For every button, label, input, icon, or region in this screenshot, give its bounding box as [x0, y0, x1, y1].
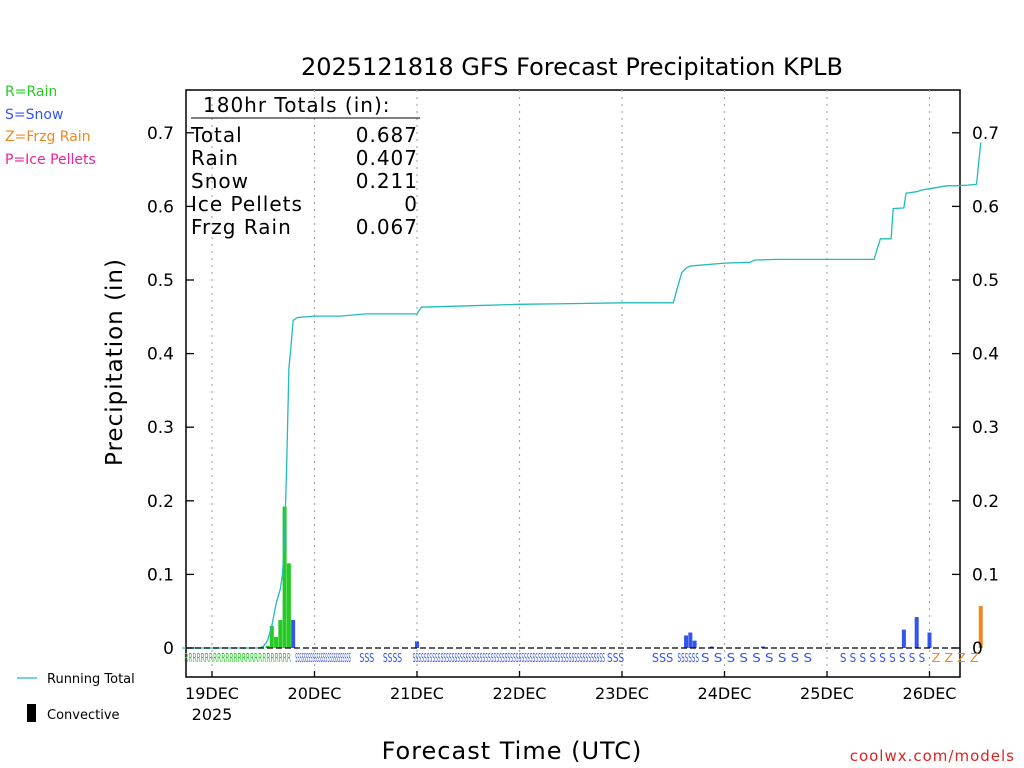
legend-convective: Convective — [47, 708, 120, 723]
x-tick-label-25dec: 25DEC — [800, 684, 854, 703]
precip-type-strip-snow: S S S S S S S S S — [840, 651, 925, 665]
y-tick-label-right: 0.5 — [972, 271, 999, 291]
precip-bar-rain — [278, 620, 283, 648]
running-total-line — [182, 142, 982, 649]
y-tick-label-right: 0.3 — [972, 418, 999, 438]
precip-bar-snow — [688, 632, 693, 648]
precip-bar-snow — [692, 640, 697, 648]
y-tick-label-left: 0 — [163, 639, 174, 659]
y-tick-label-left: 0.1 — [147, 565, 174, 585]
precip-type-strip-snow: SSS — [607, 651, 624, 665]
x-axis-label: Forecast Time (UTC) — [382, 737, 643, 765]
x-tick-label-23dec: 23DEC — [595, 684, 649, 703]
x-tick-sublabel-year: 2025 — [192, 705, 233, 724]
credit-link[interactable]: coolwx.com/models — [850, 747, 1015, 765]
y-tick-label-left: 0.2 — [147, 492, 174, 512]
precip-bar-snow — [709, 646, 714, 648]
precip-bar-rain — [282, 506, 287, 648]
totals-value-rain: 0.407 — [356, 146, 418, 170]
precip-bar-rain — [286, 563, 291, 648]
totals-label-frzg-rain: Frzg Rain — [191, 215, 292, 239]
x-tick-label-20dec: 20DEC — [288, 684, 342, 703]
precip-type-strip-frzg: Z Z Z Z — [932, 651, 979, 665]
totals-label-snow: Snow — [191, 169, 249, 193]
y-tick-label-right: 0.7 — [972, 124, 999, 144]
precip-bar-snow — [927, 632, 932, 648]
precip-type-strip-snow: SSSSSSSSSSSSSSSSSSSSSSSSSS — [295, 651, 351, 665]
x-tick-label-22dec: 22DEC — [493, 684, 547, 703]
y-tick-label-right: 0.6 — [972, 197, 999, 217]
legend-convective-swatch — [27, 704, 36, 722]
totals-header: 180hr Totals (in): — [203, 93, 391, 117]
x-tick-label-19dec: 19DEC — [185, 684, 239, 703]
chart-title: 2025121818 GFS Forecast Precipitation KP… — [301, 53, 843, 81]
precip-bar-rain — [274, 636, 279, 648]
y-tick-label-right: 0.1 — [972, 565, 999, 585]
totals-label-total: Total — [190, 123, 243, 147]
y-tick-label-left: 0.5 — [147, 271, 174, 291]
y-tick-label-left: 0.3 — [147, 418, 174, 438]
precip-bar-snow — [901, 629, 906, 648]
precip-bar-snow — [291, 620, 296, 648]
legend-running-total: Running Total — [47, 672, 135, 687]
totals-value-ice-pellets: 0 — [404, 192, 418, 216]
totals-value-snow: 0.211 — [356, 169, 418, 193]
precip-bar-snow — [760, 646, 765, 648]
totals-value-total: 0.687 — [356, 123, 418, 147]
y-tick-label-right: 0.2 — [972, 492, 999, 512]
legend-snow: S=Snow — [5, 107, 63, 123]
precip-type-strip-rain: RRRRRRRRRRRRRRRRRRRRRRRRRR — [184, 651, 291, 665]
precip-bar-snow — [415, 641, 419, 648]
x-tick-label-26dec: 26DEC — [903, 684, 957, 703]
precip-bar-rain — [265, 645, 270, 648]
totals-value-frzg-rain: 0.067 — [356, 215, 418, 239]
precip-type-strip-snow: SSSS — [383, 651, 402, 665]
precip-bar-frzg — [978, 606, 983, 648]
totals-box: 180hr Totals (in): Total 0.687 Rain 0.40… — [190, 93, 420, 239]
precip-type-strip-snow: SSSSSSSSSSSSSSSSSSSSSSSSSSSSSSSSSSSSSSSS… — [413, 651, 605, 665]
y-tick-label-right: 0 — [972, 639, 983, 659]
precip-bar-snow — [684, 635, 689, 648]
y-axis-label: Precipitation (in) — [102, 258, 128, 466]
precip-type-strip-snow: SSSSSS — [678, 651, 699, 665]
x-tick-label-21dec: 21DEC — [390, 684, 444, 703]
x-tick-label-24dec: 24DEC — [698, 684, 752, 703]
precip-type-strip-snow: S S S S S S S S S — [701, 651, 812, 665]
precip-bar-snow — [914, 617, 919, 648]
plot-border — [185, 89, 961, 678]
legend-ice-pellets: P=Ice Pellets — [5, 152, 96, 168]
totals-label-ice-pellets: Ice Pellets — [191, 192, 303, 216]
precip-bar-rain — [269, 625, 274, 648]
legend-frzg-rain: Z=Frzg Rain — [5, 129, 91, 145]
y-tick-label-left: 0.4 — [147, 345, 174, 365]
y-tick-label-right: 0.4 — [972, 345, 999, 365]
precip-type-strip-snow: SSS — [652, 651, 673, 665]
totals-label-rain: Rain — [191, 146, 239, 170]
precip-type-strip-snow: SSS — [359, 651, 374, 665]
y-tick-label-left: 0.6 — [147, 197, 174, 217]
legend-rain: R=Rain — [5, 84, 57, 100]
y-tick-label-left: 0.7 — [147, 124, 174, 144]
